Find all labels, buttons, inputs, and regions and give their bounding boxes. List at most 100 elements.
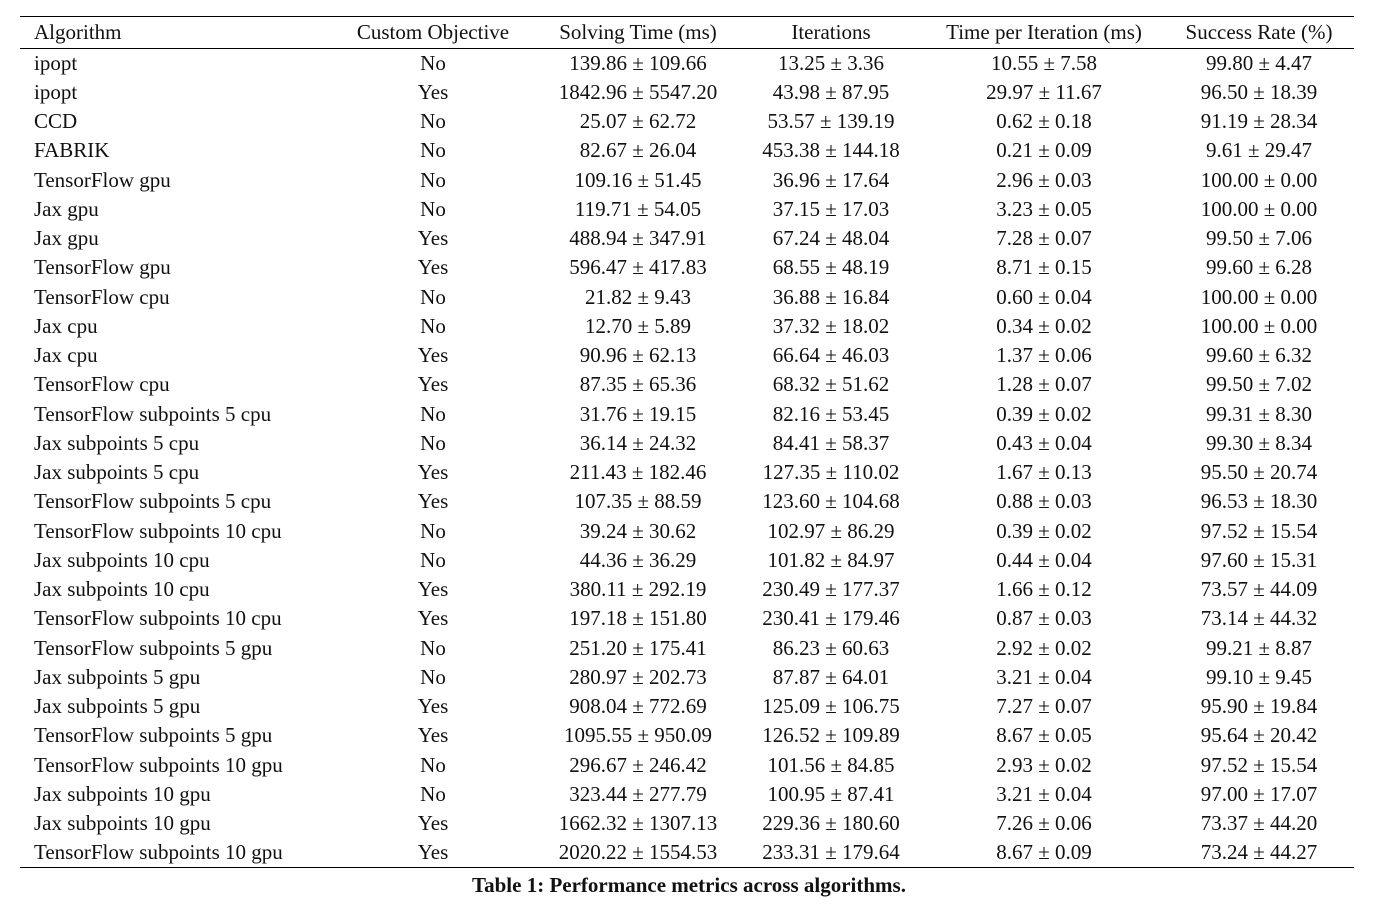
table-row: Jax subpoints 10 cpu No 44.36 ± 36.29 101.8… (20, 546, 1354, 575)
solving-time-cell: 908.04 ± 772.69 (569, 694, 707, 719)
solving-time-cell: 109.16 ± 51.45 (574, 167, 702, 192)
table-row: TensorFlow gpu Yes 596.47 ± 417.83 68.55 ± … (20, 253, 1354, 282)
algorithm-cell: FABRIK (34, 138, 110, 163)
success-rate-cell: 99.50 ± 7.06 (1205, 226, 1313, 251)
time-per-iteration-cell: 2.93 ± 0.02 (996, 752, 1092, 777)
solving-time-cell: 44.36 ± 36.29 (579, 547, 697, 572)
iterations-cell: 125.09 ± 106.75 (762, 694, 900, 719)
custom-objective-cell: No (420, 401, 446, 426)
iterations-cell: 101.82 ± 84.97 (767, 547, 895, 572)
iterations-cell: 37.15 ± 17.03 (772, 196, 890, 221)
solving-time-cell: 39.24 ± 30.62 (579, 518, 697, 543)
metrics-table-container: Algorithm Custom Objective Solving Time … (20, 16, 1354, 869)
algorithm-cell: TensorFlow cpu (34, 372, 170, 397)
iterations-cell: 230.41 ± 179.46 (762, 606, 900, 631)
custom-objective-cell: Yes (417, 372, 449, 397)
time-per-iteration-cell: 1.37 ± 0.06 (996, 343, 1092, 368)
success-rate-cell: 99.10 ± 9.45 (1205, 664, 1313, 689)
solving-time-cell: 12.70 ± 5.89 (584, 313, 692, 338)
algorithm-cell: ipopt (34, 79, 78, 104)
time-per-iteration-cell: 0.34 ± 0.02 (996, 313, 1092, 338)
solving-time-cell: 280.97 ± 202.73 (569, 664, 707, 689)
algorithm-cell: TensorFlow subpoints 5 cpu (34, 489, 272, 514)
solving-time-cell: 380.11 ± 292.19 (569, 577, 707, 602)
table-row: Jax subpoints 5 cpu Yes 211.43 ± 182.46 127… (20, 458, 1354, 487)
solving-time-cell: 251.20 ± 175.41 (569, 635, 707, 660)
custom-objective-cell: Yes (328, 838, 538, 869)
success-rate-cell: 99.80 ± 4.47 (1205, 50, 1313, 75)
algorithm-cell: Jax gpu (34, 196, 99, 221)
time-per-iteration-cell: 0.44 ± 0.04 (996, 547, 1092, 572)
algorithm-cell: Jax subpoints 5 cpu (34, 460, 200, 485)
table-row: TensorFlow gpu No 109.16 ± 51.45 36.96 ± 17… (20, 166, 1354, 195)
success-rate-cell: 73.14 ± 44.32 (1200, 606, 1318, 631)
success-rate-cell: 97.52 ± 15.54 (1200, 518, 1318, 543)
algorithm-cell: Jax subpoints 10 cpu (34, 577, 210, 602)
success-rate-cell: 95.90 ± 19.84 (1200, 694, 1318, 719)
algorithm-cell: TensorFlow subpoints 5 gpu (34, 723, 273, 748)
table-row: Jax subpoints 5 gpu Yes 908.04 ± 772.69 125… (20, 692, 1354, 721)
solving-time-cell: 25.07 ± 62.72 (579, 109, 697, 134)
time-per-iteration-cell: 1.28 ± 0.07 (996, 372, 1092, 397)
iterations-cell: 229.36 ± 180.60 (762, 811, 900, 836)
time-per-iteration-cell: 7.26 ± 0.06 (996, 811, 1092, 836)
solving-time-cell: 2020.22 ± 1554.53 (538, 838, 738, 869)
iterations-cell: 68.32 ± 51.62 (772, 372, 890, 397)
iterations-cell: 127.35 ± 110.02 (762, 460, 900, 485)
algorithm-cell: CCD (34, 109, 78, 134)
custom-objective-cell: No (420, 196, 446, 221)
custom-objective-cell: No (420, 664, 446, 689)
algorithm-cell: TensorFlow cpu (34, 284, 170, 309)
custom-objective-cell: Yes (417, 489, 449, 514)
algorithm-cell: Jax subpoints 10 cpu (34, 547, 210, 572)
solving-time-cell: 211.43 ± 182.46 (569, 460, 707, 485)
success-rate-cell: 97.60 ± 15.31 (1200, 547, 1318, 572)
custom-objective-cell: No (420, 167, 446, 192)
success-rate-cell: 91.19 ± 28.34 (1200, 109, 1318, 134)
algorithm-cell: Jax cpu (34, 343, 98, 368)
time-per-iteration-cell: 3.21 ± 0.04 (996, 781, 1092, 806)
algorithm-cell: TensorFlow gpu (34, 167, 171, 192)
table-row: TensorFlow subpoints 10 cpu No 39.24 ± 30.… (20, 517, 1354, 546)
algorithm-cell: Jax subpoints 5 cpu (34, 430, 200, 455)
table-row: Jax subpoints 5 cpu No 36.14 ± 24.32 84.41 … (20, 429, 1354, 458)
custom-objective-cell: Yes (417, 694, 449, 719)
table-row: ipopt No 139.86 ± 109.66 13.25 ± 3.36 10.55 … (20, 49, 1354, 78)
custom-objective-cell: Yes (417, 577, 449, 602)
time-per-iteration-cell: 8.67 ± 0.09 (924, 838, 1164, 869)
header-time-per-iteration: Time per Iteration (ms) (924, 16, 1164, 49)
solving-time-cell: 87.35 ± 65.36 (579, 372, 697, 397)
table-row: TensorFlow subpoints 10 gpu No 296.67 ± 24… (20, 751, 1354, 780)
custom-objective-cell: Yes (417, 255, 449, 280)
solving-time-cell: 82.67 ± 26.04 (579, 138, 697, 163)
success-rate-cell: 100.00 ± 0.00 (1200, 313, 1318, 338)
algorithm-cell: Jax cpu (34, 313, 98, 338)
table-row: Jax gpu No 119.71 ± 54.05 37.15 ± 17.03 3.23… (20, 195, 1354, 224)
custom-objective-cell: Yes (417, 343, 449, 368)
table-row: TensorFlow cpu No 21.82 ± 9.43 36.88 ± 16.8… (20, 283, 1354, 312)
time-per-iteration-cell: 3.23 ± 0.05 (996, 196, 1092, 221)
table-row: FABRIK No 82.67 ± 26.04 453.38 ± 144.18 0.21… (20, 136, 1354, 165)
solving-time-cell: 31.76 ± 19.15 (579, 401, 697, 426)
iterations-cell: 53.57 ± 139.19 (767, 109, 895, 134)
iterations-cell: 82.16 ± 53.45 (772, 401, 890, 426)
time-per-iteration-cell: 0.88 ± 0.03 (996, 489, 1092, 514)
iterations-cell: 43.98 ± 87.95 (772, 79, 890, 104)
iterations-cell: 453.38 ± 144.18 (762, 138, 900, 163)
header-success-rate: Success Rate (%) (1164, 16, 1354, 49)
custom-objective-cell: Yes (417, 79, 449, 104)
algorithm-cell: TensorFlow subpoints 5 gpu (34, 635, 273, 660)
table-row: TensorFlow subpoints 5 cpu Yes 107.35 ± 88… (20, 487, 1354, 516)
success-rate-cell: 9.61 ± 29.47 (1205, 138, 1313, 163)
solving-time-cell: 596.47 ± 417.83 (569, 255, 707, 280)
iterations-cell: 87.87 ± 64.01 (772, 664, 890, 689)
iterations-cell: 126.52 ± 109.89 (762, 723, 900, 748)
table-row: TensorFlow subpoints 10 gpu Yes 2020.22 ± … (20, 838, 1354, 869)
custom-objective-cell: No (420, 109, 446, 134)
iterations-cell: 37.32 ± 18.02 (772, 313, 890, 338)
iterations-cell: 13.25 ± 3.36 (777, 50, 885, 75)
solving-time-cell: 139.86 ± 109.66 (569, 50, 707, 75)
iterations-cell: 102.97 ± 86.29 (767, 518, 895, 543)
custom-objective-cell: No (420, 752, 446, 777)
table-row: TensorFlow subpoints 5 cpu No 31.76 ± 19.1… (20, 400, 1354, 429)
